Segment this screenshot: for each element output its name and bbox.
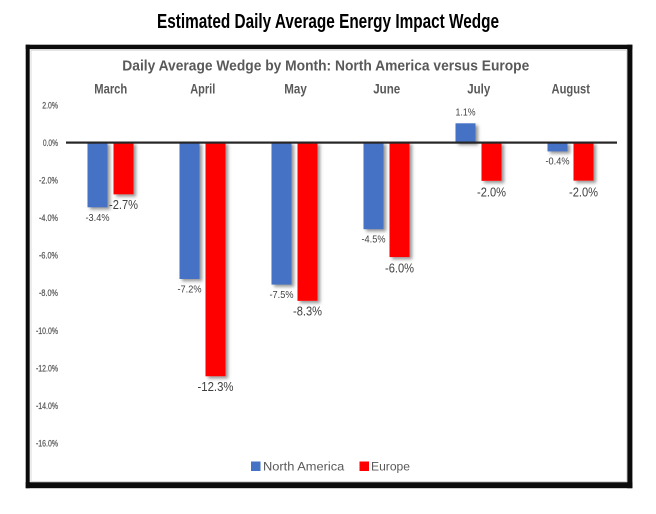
- svg-text:1.1%: 1.1%: [456, 107, 476, 119]
- svg-text:-6.0%: -6.0%: [385, 262, 414, 276]
- svg-text:-4.5%: -4.5%: [362, 234, 386, 246]
- svg-text:-7.5%: -7.5%: [270, 289, 294, 301]
- svg-text:-2.0%: -2.0%: [39, 176, 58, 187]
- svg-text:-2.7%: -2.7%: [109, 198, 138, 212]
- svg-text:-12.3%: -12.3%: [198, 380, 234, 394]
- svg-text:August: August: [552, 80, 591, 96]
- svg-text:-6.0%: -6.0%: [39, 251, 58, 262]
- svg-text:-8.0%: -8.0%: [39, 288, 58, 299]
- svg-text:-4.0%: -4.0%: [39, 213, 58, 224]
- svg-text:-3.4%: -3.4%: [86, 212, 110, 224]
- svg-text:June: June: [373, 80, 400, 96]
- svg-text:-2.0%: -2.0%: [569, 186, 598, 200]
- svg-text:-7.2%: -7.2%: [178, 284, 202, 296]
- svg-text:North America: North America: [263, 460, 344, 474]
- svg-text:May: May: [284, 80, 307, 96]
- svg-text:2.0%: 2.0%: [42, 100, 58, 111]
- svg-text:Europe: Europe: [371, 460, 410, 474]
- svg-text:-0.4%: -0.4%: [546, 156, 570, 168]
- svg-text:-16.0%: -16.0%: [36, 439, 58, 450]
- svg-text:Estimated Daily Average Energy: Estimated Daily Average Energy Impact We…: [157, 11, 499, 33]
- svg-text:-12.0%: -12.0%: [36, 363, 58, 374]
- svg-text:-8.3%: -8.3%: [293, 305, 322, 319]
- svg-text:-14.0%: -14.0%: [36, 401, 58, 412]
- svg-text:July: July: [467, 80, 490, 96]
- svg-text:-10.0%: -10.0%: [36, 326, 58, 337]
- svg-text:March: March: [94, 80, 127, 96]
- svg-text:0.0%: 0.0%: [43, 138, 58, 149]
- svg-text:April: April: [190, 80, 215, 96]
- svg-text:Daily Average Wedge by Month:: Daily Average Wedge by Month: North Amer…: [122, 57, 529, 74]
- svg-text:-2.0%: -2.0%: [477, 186, 506, 200]
